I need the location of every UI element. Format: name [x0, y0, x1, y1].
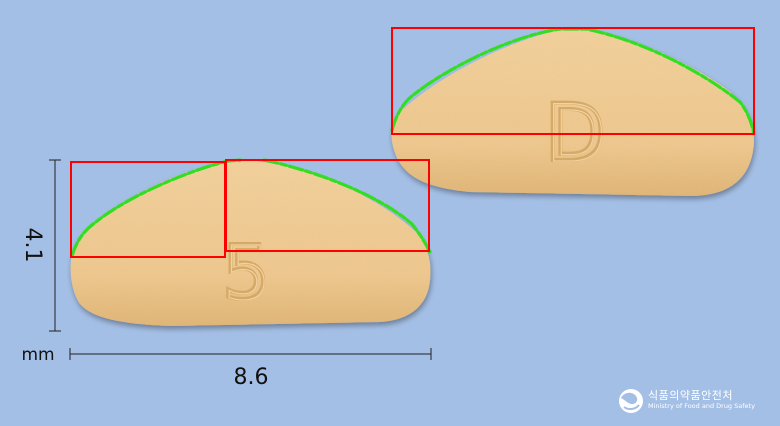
pill-front	[391, 28, 754, 196]
back-imprint: 5	[222, 230, 269, 316]
front-top-box	[391, 27, 755, 135]
width-value: 4.1	[20, 228, 45, 263]
unit-label: mm	[21, 345, 54, 365]
back-imprint-highlight: 5	[223, 231, 270, 317]
pill-back	[70, 160, 431, 326]
logo-english-name: Ministry of Food and Drug Safety	[648, 402, 755, 410]
length-dimension	[69, 348, 432, 360]
width-dimension	[49, 159, 61, 332]
taegeuk-emblem-icon	[619, 389, 643, 413]
logo-korean-name: 식품의약품안전처	[648, 389, 733, 402]
back-contour	[70, 158, 432, 258]
back-right-box	[225, 159, 430, 252]
length-value: 8.6	[234, 365, 269, 390]
mfds-logo: 식품의약품안전처 Ministry of Food and Drug Safet…	[616, 386, 776, 416]
